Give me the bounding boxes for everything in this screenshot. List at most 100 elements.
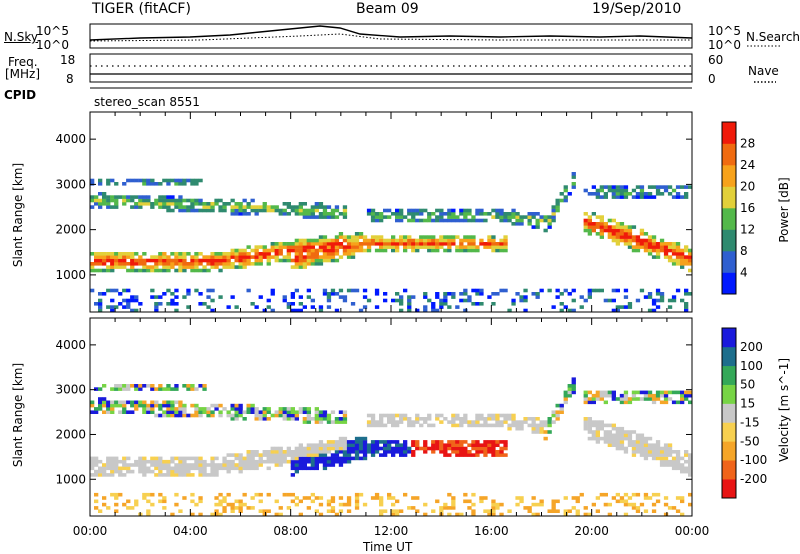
velocity-cell bbox=[254, 407, 259, 411]
velocity-cell bbox=[611, 440, 616, 444]
velocity-cell bbox=[306, 456, 311, 461]
velocity-cell bbox=[395, 440, 400, 444]
power-cell bbox=[503, 212, 508, 216]
power-cell bbox=[134, 262, 139, 266]
velocity-cell bbox=[94, 410, 99, 414]
velocity-cell bbox=[166, 463, 171, 467]
velocity-cell bbox=[643, 443, 649, 447]
power-colorbar-frame bbox=[721, 121, 737, 295]
velocity-cell bbox=[411, 453, 416, 457]
power-cell bbox=[684, 302, 689, 306]
velocity-cell bbox=[150, 407, 155, 411]
power-cell bbox=[684, 288, 689, 293]
velocity-cell bbox=[342, 502, 348, 507]
power-cell bbox=[198, 178, 203, 183]
power-cell bbox=[322, 238, 328, 243]
velocity-colorbar-tick: 200 bbox=[740, 340, 763, 354]
power-cell bbox=[659, 192, 665, 196]
velocity-cell bbox=[338, 463, 344, 467]
velocity-cell bbox=[262, 450, 267, 454]
power-cell bbox=[90, 262, 95, 266]
power-cell bbox=[459, 208, 464, 213]
velocity-cell bbox=[487, 512, 492, 517]
velocity-cell bbox=[559, 407, 564, 411]
power-cell bbox=[350, 288, 356, 293]
velocity-cell bbox=[98, 473, 103, 477]
velocity-cell bbox=[278, 413, 283, 418]
nsky-panel-frame bbox=[89, 23, 693, 49]
velocity-cell bbox=[623, 502, 629, 507]
power-cell bbox=[503, 248, 508, 253]
power-cell bbox=[142, 178, 147, 183]
velocity-cell bbox=[563, 397, 568, 401]
power-cell bbox=[619, 225, 625, 229]
velocity-cell bbox=[643, 446, 649, 451]
power-cell bbox=[479, 292, 484, 296]
velocity-cell bbox=[330, 496, 336, 500]
velocity-cell bbox=[499, 440, 504, 444]
velocity-cell bbox=[499, 423, 504, 428]
velocity-cell bbox=[447, 453, 452, 457]
power-cell bbox=[511, 215, 516, 219]
velocity-cell bbox=[158, 403, 163, 408]
velocity-cell bbox=[591, 400, 596, 405]
power-cell bbox=[162, 268, 167, 273]
power-cell bbox=[262, 308, 267, 313]
velocity-cell bbox=[451, 443, 456, 447]
power-cell bbox=[379, 215, 384, 219]
velocity-cell bbox=[379, 423, 384, 428]
velocity-ytick-label: 1000 bbox=[55, 472, 86, 486]
power-cell bbox=[326, 255, 332, 259]
power-cell bbox=[619, 222, 625, 226]
velocity-cell bbox=[330, 506, 336, 510]
power-cell bbox=[346, 242, 352, 246]
velocity-cell bbox=[647, 390, 653, 395]
velocity-cell bbox=[102, 403, 107, 408]
velocity-cell bbox=[278, 506, 283, 510]
velocity-cell bbox=[154, 400, 159, 405]
power-cell bbox=[326, 305, 332, 309]
velocity-cell bbox=[451, 420, 456, 424]
velocity-cell bbox=[447, 512, 452, 517]
power-cell bbox=[246, 212, 251, 216]
velocity-cell bbox=[294, 459, 299, 464]
power-cell bbox=[230, 248, 235, 253]
velocity-cell bbox=[503, 417, 508, 421]
velocity-cell bbox=[435, 499, 440, 504]
velocity-cell bbox=[684, 469, 689, 474]
velocity-cell bbox=[178, 459, 183, 464]
power-cell bbox=[190, 268, 195, 273]
power-cell bbox=[342, 245, 348, 249]
power-cell bbox=[535, 295, 540, 299]
power-cell bbox=[234, 205, 239, 209]
power-cell bbox=[623, 225, 629, 229]
velocity-cell bbox=[114, 502, 119, 507]
velocity-cell bbox=[334, 453, 340, 457]
velocity-cell bbox=[194, 413, 199, 418]
velocity-cell bbox=[246, 466, 251, 471]
power-cell bbox=[178, 182, 183, 186]
velocity-cell bbox=[611, 433, 616, 438]
velocity-cell bbox=[603, 492, 608, 497]
power-cell bbox=[194, 178, 199, 183]
power-cell bbox=[479, 302, 484, 306]
velocity-cell bbox=[587, 423, 592, 428]
velocity-cell bbox=[374, 440, 380, 444]
power-cell bbox=[158, 182, 163, 186]
power-cell bbox=[234, 265, 239, 269]
velocity-cell bbox=[310, 466, 315, 471]
power-cell bbox=[294, 308, 299, 313]
power-cell bbox=[563, 185, 568, 189]
velocity-cell bbox=[531, 420, 536, 424]
velocity-cell bbox=[122, 407, 127, 411]
power-cell bbox=[623, 235, 629, 239]
velocity-cell bbox=[242, 492, 247, 497]
power-cell bbox=[387, 245, 392, 249]
velocity-cell bbox=[258, 463, 263, 467]
power-cell bbox=[423, 238, 428, 243]
velocity-cell bbox=[688, 390, 693, 395]
velocity-cell bbox=[467, 423, 472, 428]
power-cell bbox=[182, 198, 187, 203]
velocity-cell bbox=[515, 502, 520, 507]
power-cell bbox=[290, 265, 295, 269]
